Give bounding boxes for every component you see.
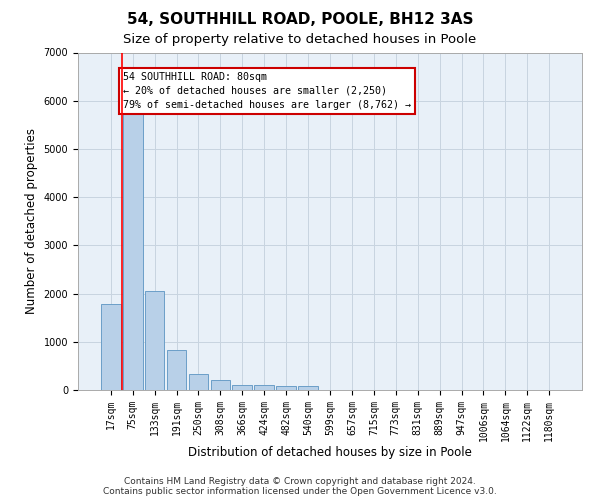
Text: Contains public sector information licensed under the Open Government Licence v3: Contains public sector information licen… [103,487,497,496]
Text: 54, SOUTHHILL ROAD, POOLE, BH12 3AS: 54, SOUTHHILL ROAD, POOLE, BH12 3AS [127,12,473,28]
Bar [298,386,318,390]
Bar [232,384,252,390]
Y-axis label: Number of detached properties: Number of detached properties [25,128,38,314]
Bar [254,384,274,390]
Bar [101,304,121,390]
Text: Contains HM Land Registry data © Crown copyright and database right 2024.: Contains HM Land Registry data © Crown c… [124,477,476,486]
Bar [167,350,187,390]
X-axis label: Distribution of detached houses by size in Poole: Distribution of detached houses by size … [188,446,472,460]
Bar [123,110,143,390]
Bar [276,386,296,390]
Text: 54 SOUTHHILL ROAD: 80sqm
← 20% of detached houses are smaller (2,250)
79% of sem: 54 SOUTHHILL ROAD: 80sqm ← 20% of detach… [124,72,412,110]
Text: Size of property relative to detached houses in Poole: Size of property relative to detached ho… [124,32,476,46]
Bar [188,374,208,390]
Bar [211,380,230,390]
Bar [145,291,164,390]
